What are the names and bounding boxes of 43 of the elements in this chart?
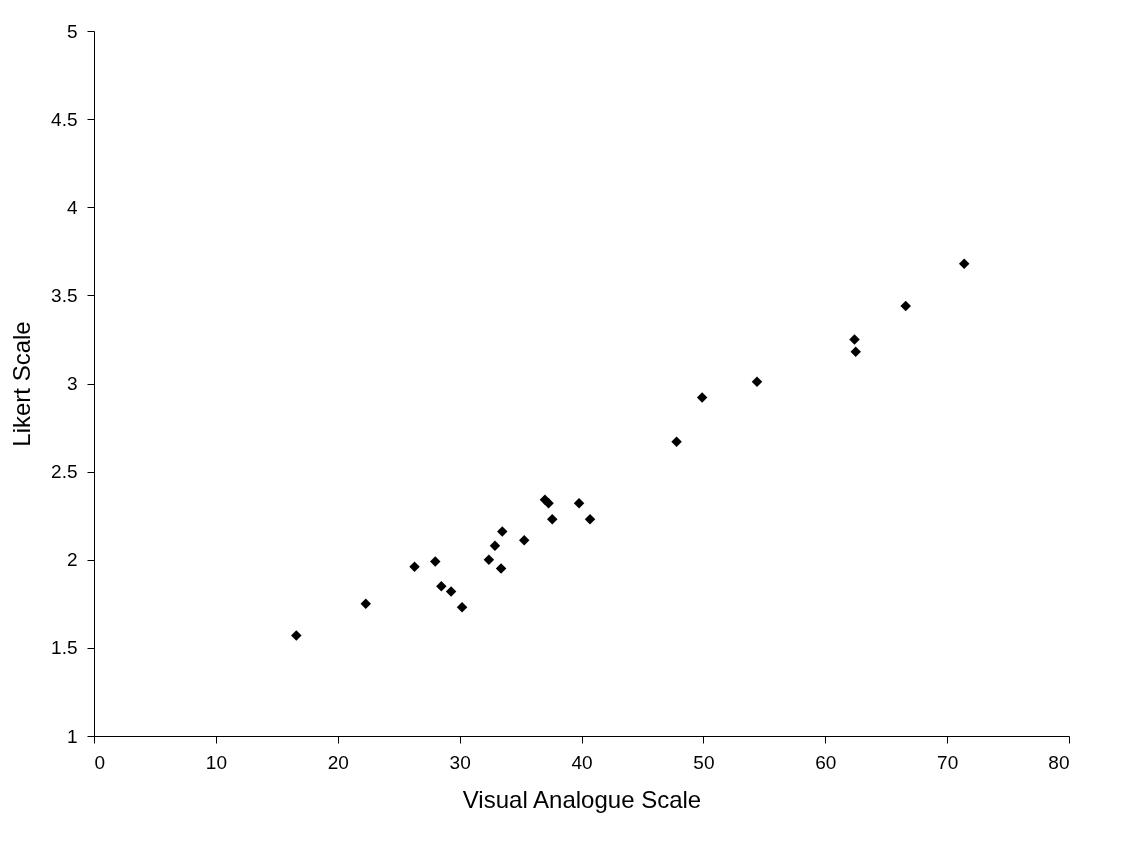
y-axis-title: Likert Scale [8,321,36,447]
point [436,580,447,592]
point [696,392,708,403]
point [958,258,970,269]
x-tick-label: 30 [449,751,471,773]
y-tick-label: 4.5 [51,108,78,130]
point [489,540,501,551]
x-tick-label: 50 [693,751,715,773]
point [430,556,441,567]
x-axis-title: Visual Analogue Scale [462,785,702,813]
point [850,346,861,358]
point [495,563,507,574]
y-tick-label: 1.5 [51,637,78,659]
y-tick-label: 2 [66,549,78,571]
point [518,535,530,546]
point [671,436,682,447]
point [445,586,457,597]
point [573,498,585,509]
point [409,561,420,573]
point [543,498,554,509]
x-tick-label: 70 [937,751,959,773]
point [849,334,860,345]
point [547,513,558,525]
x-tick-label: 0 [94,751,106,773]
point [291,630,302,641]
point [584,513,596,525]
x-tick-label: 20 [327,751,349,773]
point [751,376,763,387]
point [497,526,508,537]
x-tick-label: 80 [1048,751,1070,773]
y-tick-label: 4 [66,196,78,218]
point [360,598,372,610]
y-tick-label: 3 [66,373,78,394]
x-tick-label: 40 [571,751,593,773]
x-tick-label: 60 [815,751,837,773]
point [900,300,911,312]
point [456,602,468,613]
point [483,554,495,565]
y-tick-label: 3.5 [51,284,78,306]
y-tick-label: 2.5 [51,461,78,483]
y-tick-label: 5 [66,20,78,42]
y-tick-label: 1 [66,725,78,747]
x-tick-label: 10 [205,751,227,773]
